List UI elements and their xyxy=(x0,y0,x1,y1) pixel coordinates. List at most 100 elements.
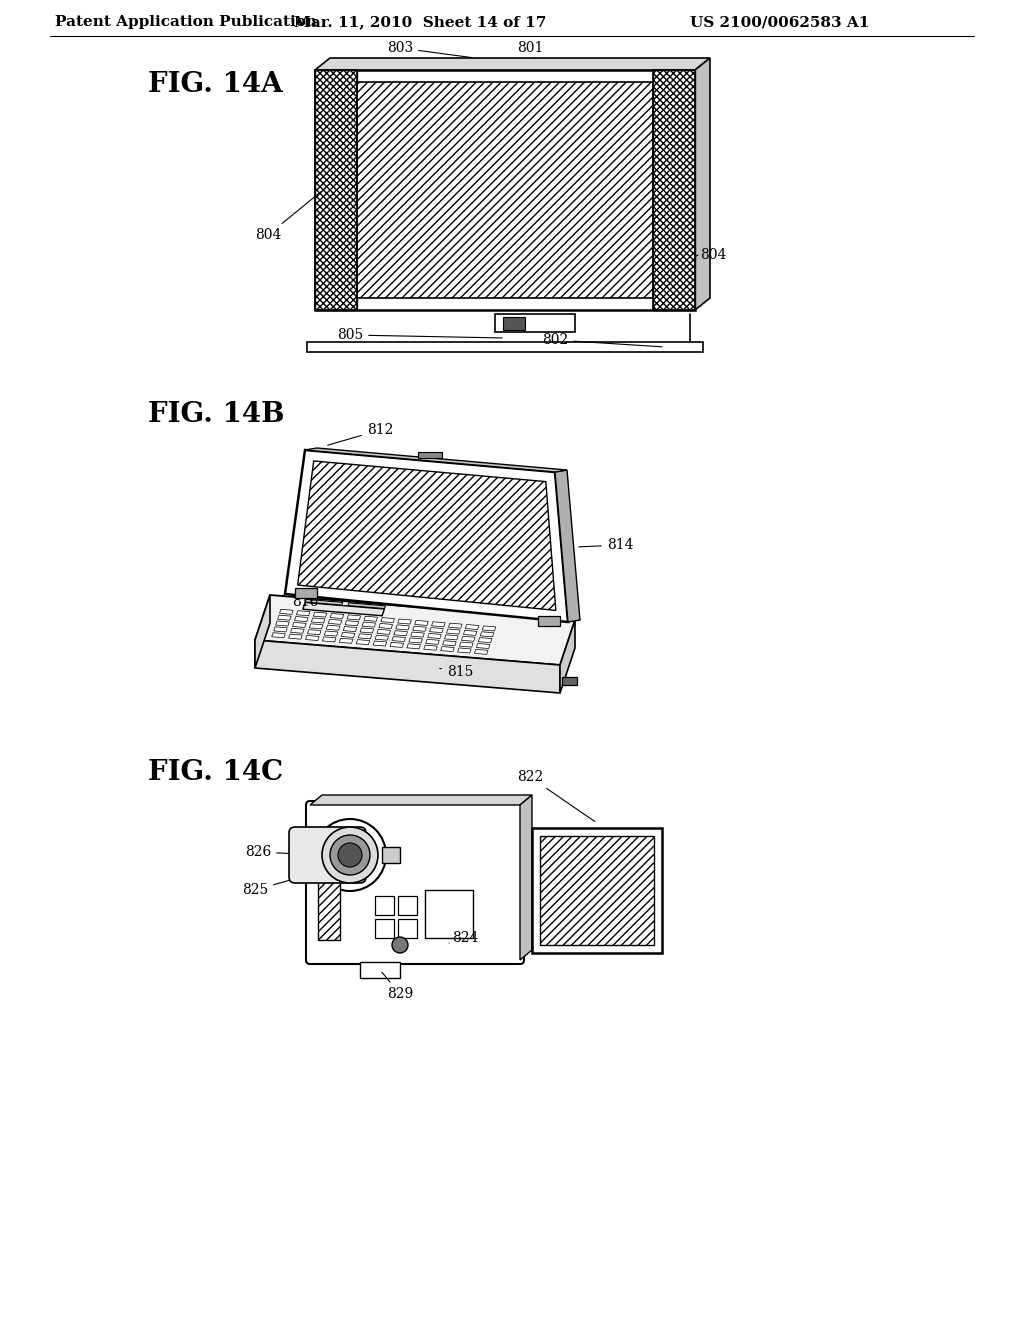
Polygon shape xyxy=(390,643,403,647)
Polygon shape xyxy=(305,635,319,640)
Bar xyxy=(503,317,525,330)
Text: 812: 812 xyxy=(328,422,393,445)
Polygon shape xyxy=(343,627,356,631)
Text: 814: 814 xyxy=(579,539,633,552)
Polygon shape xyxy=(362,622,376,627)
Polygon shape xyxy=(296,611,310,615)
Polygon shape xyxy=(285,450,568,622)
Polygon shape xyxy=(440,647,455,652)
Text: FIG. 14A: FIG. 14A xyxy=(148,71,283,99)
Polygon shape xyxy=(392,636,406,642)
Polygon shape xyxy=(458,648,471,653)
Polygon shape xyxy=(310,795,532,805)
Polygon shape xyxy=(289,634,302,639)
Polygon shape xyxy=(358,634,372,639)
Polygon shape xyxy=(295,616,308,622)
Bar xyxy=(398,896,417,915)
Text: 803: 803 xyxy=(387,41,472,58)
Circle shape xyxy=(314,818,386,891)
Bar xyxy=(425,890,473,939)
Polygon shape xyxy=(560,620,575,693)
Polygon shape xyxy=(394,631,408,636)
Polygon shape xyxy=(341,632,355,638)
Bar xyxy=(653,70,695,310)
Text: 816: 816 xyxy=(283,595,318,609)
Text: 824: 824 xyxy=(449,931,478,945)
Polygon shape xyxy=(305,599,343,605)
Polygon shape xyxy=(430,627,443,632)
Polygon shape xyxy=(460,642,473,647)
Polygon shape xyxy=(323,636,336,642)
Text: 801: 801 xyxy=(517,41,543,58)
Circle shape xyxy=(338,843,362,867)
Bar xyxy=(307,342,703,352)
Bar xyxy=(495,314,575,333)
Polygon shape xyxy=(273,627,288,632)
Text: 822: 822 xyxy=(517,770,595,821)
Polygon shape xyxy=(411,632,424,638)
Polygon shape xyxy=(409,638,422,643)
Polygon shape xyxy=(356,640,370,644)
Polygon shape xyxy=(313,612,327,618)
Polygon shape xyxy=(327,626,340,630)
Text: 804: 804 xyxy=(700,248,726,261)
Polygon shape xyxy=(375,635,388,640)
Polygon shape xyxy=(397,619,412,624)
Bar xyxy=(562,677,577,685)
Bar xyxy=(653,70,695,310)
Circle shape xyxy=(330,836,370,875)
Circle shape xyxy=(322,828,378,883)
Polygon shape xyxy=(330,614,344,619)
Text: 825: 825 xyxy=(242,875,305,898)
Text: 802: 802 xyxy=(542,333,663,347)
Polygon shape xyxy=(476,643,489,648)
Bar xyxy=(375,919,394,939)
Bar xyxy=(360,962,400,978)
Bar xyxy=(538,616,560,626)
Polygon shape xyxy=(474,649,488,655)
Bar xyxy=(315,70,357,310)
Text: Mar. 11, 2010  Sheet 14 of 17: Mar. 11, 2010 Sheet 14 of 17 xyxy=(294,15,546,29)
Text: 813: 813 xyxy=(325,503,351,523)
Polygon shape xyxy=(520,795,532,960)
Polygon shape xyxy=(360,628,374,634)
Polygon shape xyxy=(255,640,560,693)
Polygon shape xyxy=(303,602,384,615)
Polygon shape xyxy=(307,630,322,635)
Polygon shape xyxy=(280,610,293,614)
Polygon shape xyxy=(428,634,441,639)
Bar xyxy=(532,828,662,953)
Polygon shape xyxy=(482,626,496,631)
Polygon shape xyxy=(431,622,445,627)
Polygon shape xyxy=(298,461,556,610)
Polygon shape xyxy=(424,645,437,651)
Polygon shape xyxy=(413,626,426,631)
Polygon shape xyxy=(339,639,353,643)
Polygon shape xyxy=(442,640,456,645)
Bar xyxy=(315,70,357,310)
Text: 804: 804 xyxy=(255,191,321,242)
Polygon shape xyxy=(315,58,710,70)
Bar xyxy=(357,82,653,298)
Polygon shape xyxy=(449,623,462,628)
Polygon shape xyxy=(446,630,460,634)
Polygon shape xyxy=(293,623,306,627)
Polygon shape xyxy=(311,618,325,623)
Polygon shape xyxy=(255,595,575,665)
Polygon shape xyxy=(291,628,304,634)
Polygon shape xyxy=(555,470,580,622)
Circle shape xyxy=(392,937,408,953)
Polygon shape xyxy=(426,639,439,644)
Polygon shape xyxy=(480,632,494,636)
Text: FIG. 14C: FIG. 14C xyxy=(148,759,283,785)
FancyBboxPatch shape xyxy=(289,828,366,883)
Polygon shape xyxy=(347,615,360,620)
Polygon shape xyxy=(348,603,385,609)
Polygon shape xyxy=(415,620,428,626)
Polygon shape xyxy=(381,618,394,623)
Polygon shape xyxy=(379,623,392,628)
Text: FIG. 14B: FIG. 14B xyxy=(148,401,285,429)
Polygon shape xyxy=(377,630,390,635)
Polygon shape xyxy=(278,615,291,620)
Bar xyxy=(382,847,400,863)
